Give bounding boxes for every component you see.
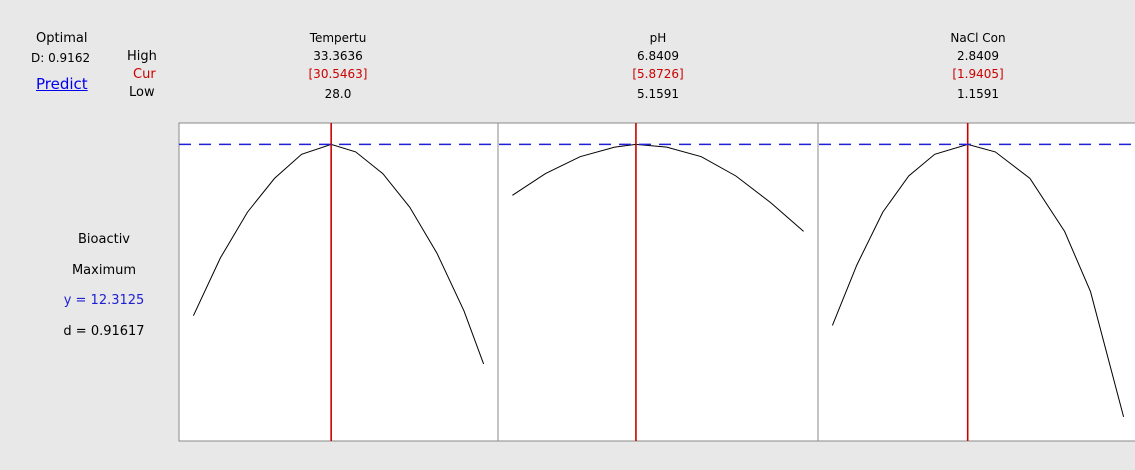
panel-frame [497, 122, 819, 442]
response-name: Bioactiv [78, 232, 130, 247]
response-curve [512, 143, 804, 232]
factor-high: 33.3636 [313, 49, 363, 63]
low-row-label: Low [129, 85, 155, 100]
factor-name: pH [649, 31, 667, 45]
factor-low: 1.1591 [957, 87, 999, 101]
desirability-value: D: 0.9162 [31, 51, 91, 65]
factor-low: 28.0 [324, 87, 352, 101]
predict-link[interactable]: Predict [36, 75, 88, 93]
factor-current: [5.8726] [632, 67, 684, 81]
factor-current: [30.5463] [308, 67, 368, 81]
factor-high: 2.8409 [957, 49, 999, 63]
response-goal: Maximum [71, 263, 137, 278]
cur-row-label: Cur [133, 67, 156, 82]
factor-current: [1.9405] [952, 67, 1004, 81]
factor-low: 5.1591 [637, 87, 679, 101]
factor-name: Tempertu [309, 31, 367, 45]
response-curve [192, 143, 485, 365]
factor-high: 6.8409 [637, 49, 679, 63]
response-predicted-y: y = 12.3125 [63, 293, 145, 308]
response-desirability: d = 0.91617 [63, 324, 145, 339]
optimal-label: Optimal [36, 31, 88, 46]
panel-frame [817, 122, 1135, 442]
factor-name: NaCl Con [950, 31, 1006, 45]
high-row-label: High [127, 49, 157, 64]
panel-frame [178, 122, 499, 442]
